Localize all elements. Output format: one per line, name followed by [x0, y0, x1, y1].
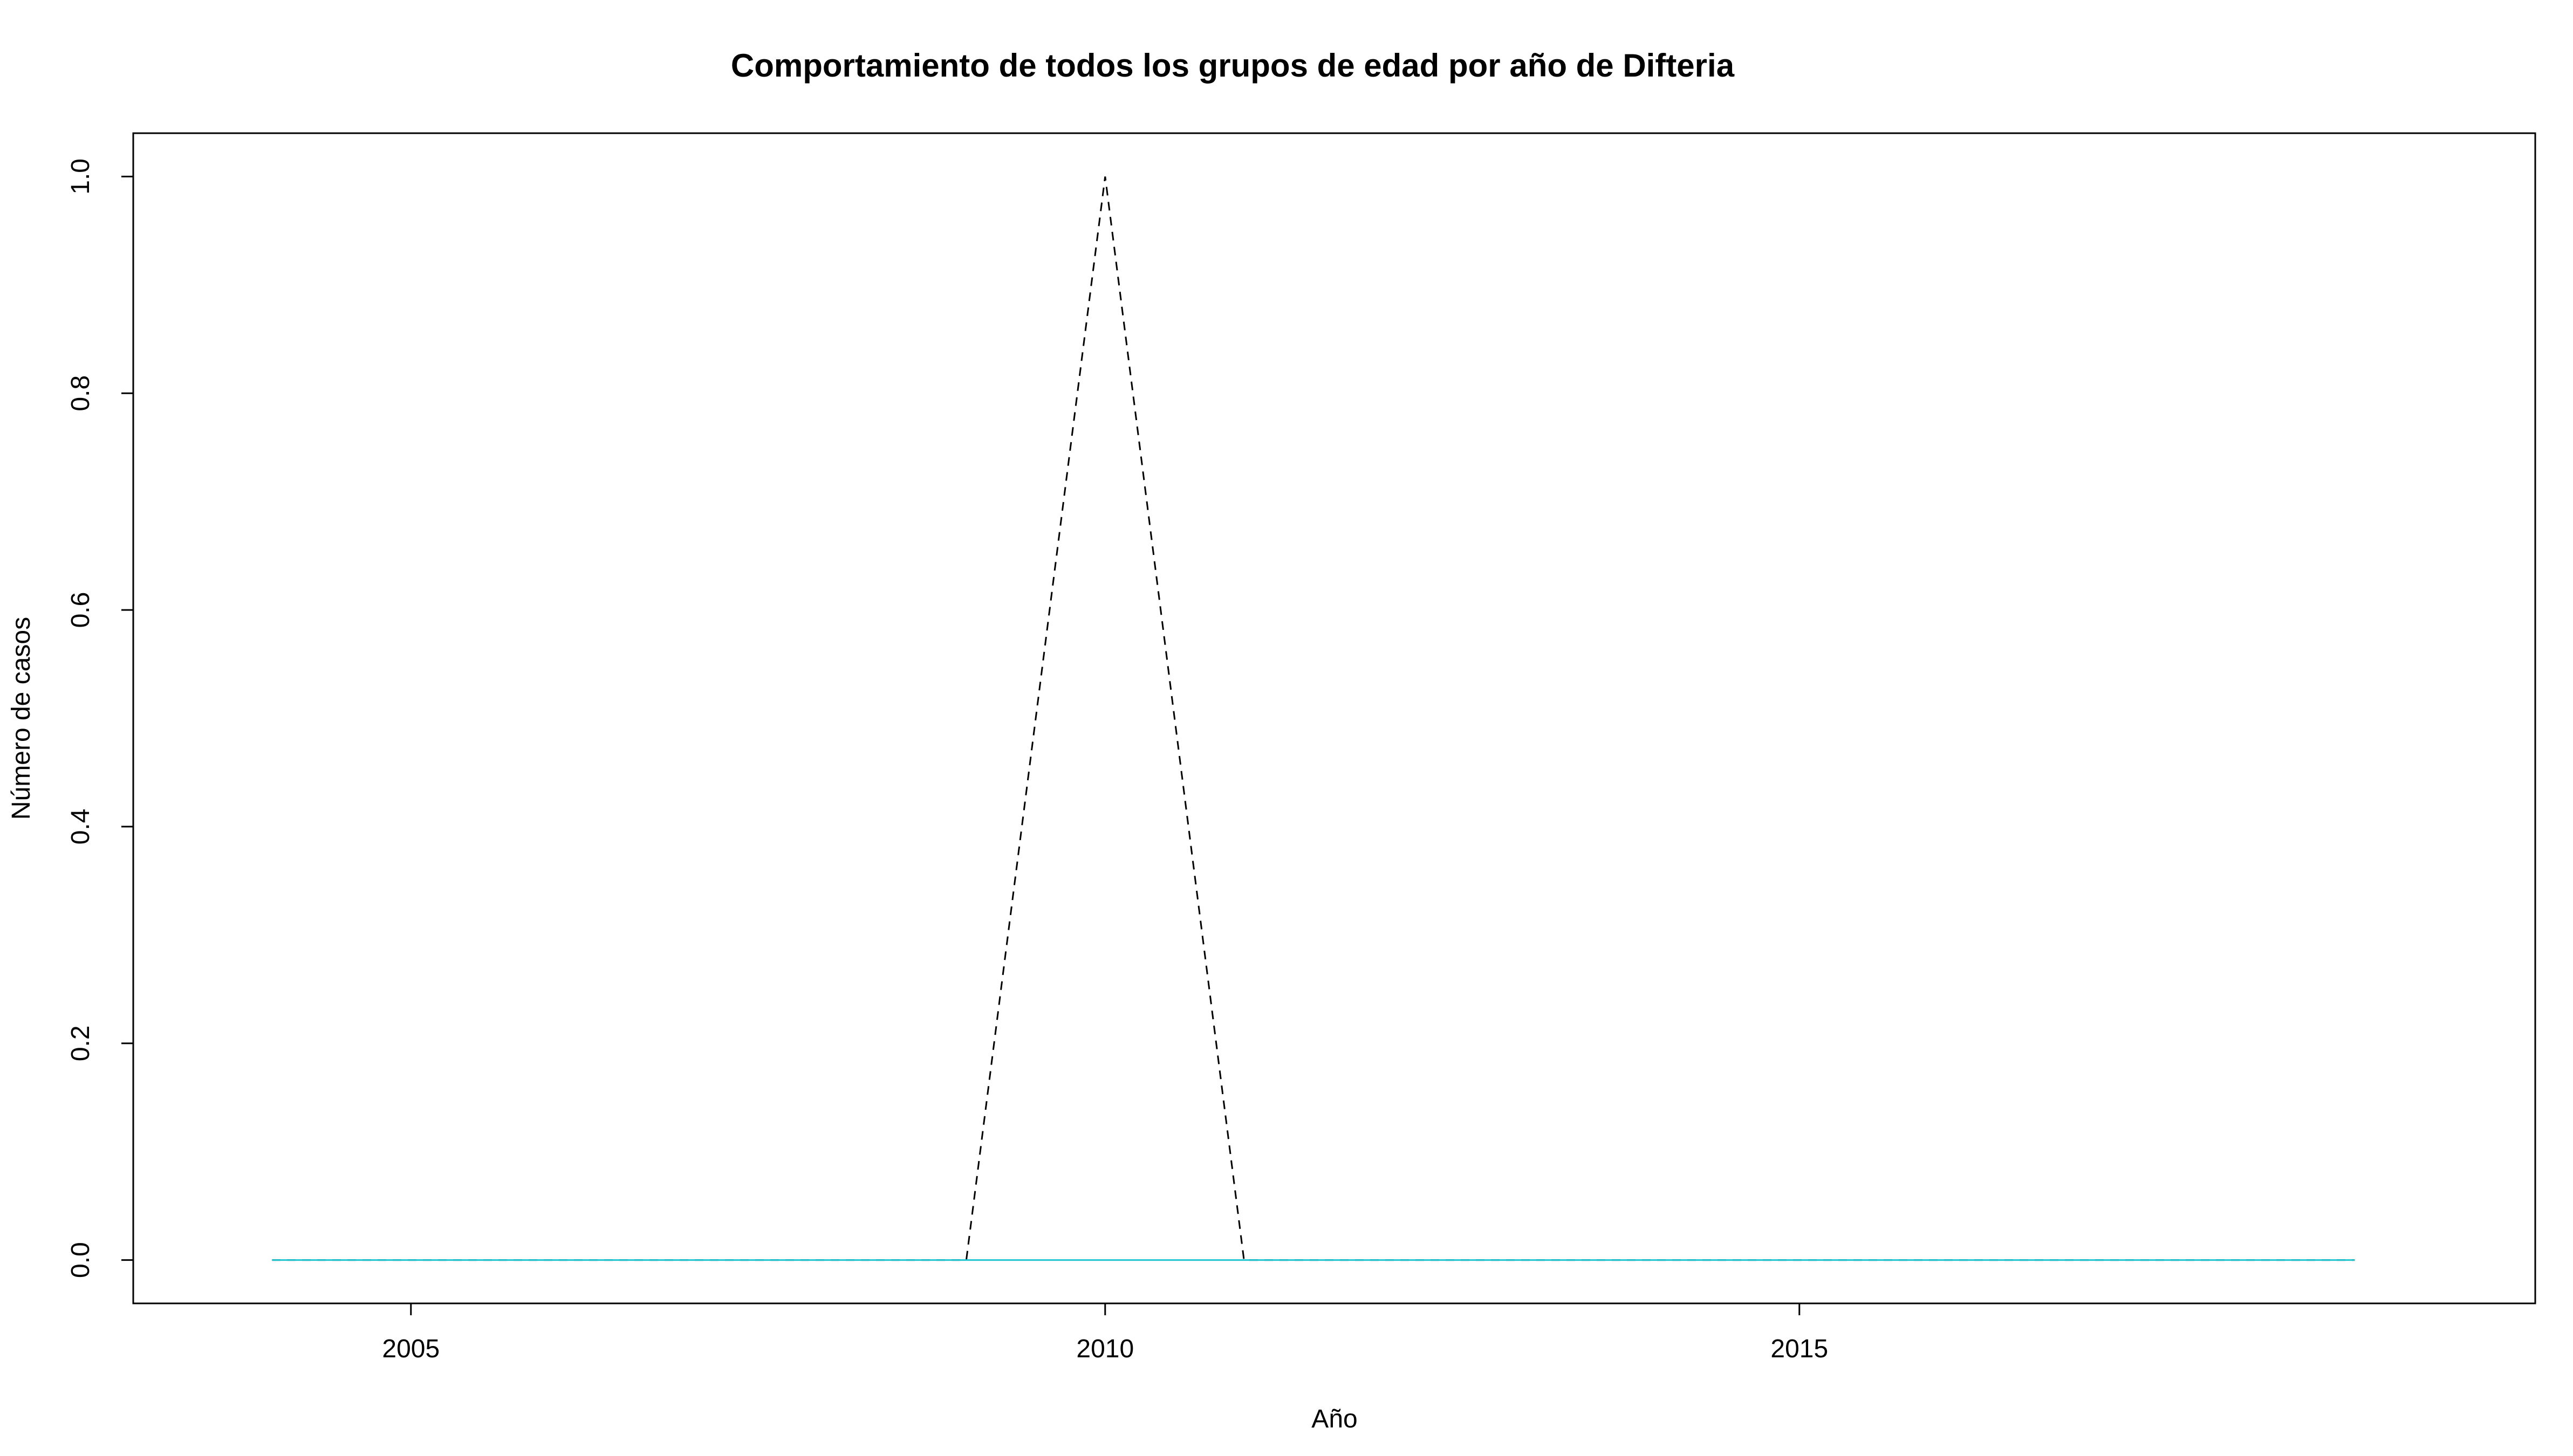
plot-frame [132, 132, 2536, 1304]
x-axis-label: Año [1311, 1405, 1357, 1433]
x-axis: 2005 2010 2015 [382, 1303, 1828, 1363]
y-tick-label: 1.0 [66, 159, 95, 195]
x-tick-label: 2010 [1076, 1335, 1134, 1363]
y-tick-label: 0.0 [66, 1242, 95, 1278]
y-tick-label: 0.4 [66, 809, 95, 845]
y-tick-label: 0.6 [66, 592, 95, 628]
y-tick-label: 0.2 [66, 1025, 95, 1061]
chart-title: Comportamiento de todos los grupos de ed… [731, 47, 1735, 84]
x-tick-label: 2015 [1770, 1335, 1828, 1363]
y-axis: 0.0 0.2 0.4 0.6 0.8 1.0 [66, 159, 133, 1278]
series-layer [272, 176, 2355, 1261]
x-tick-label: 2005 [382, 1335, 440, 1363]
y-tick-label: 0.8 [66, 375, 95, 411]
y-axis-label: Número de casos [7, 617, 36, 820]
